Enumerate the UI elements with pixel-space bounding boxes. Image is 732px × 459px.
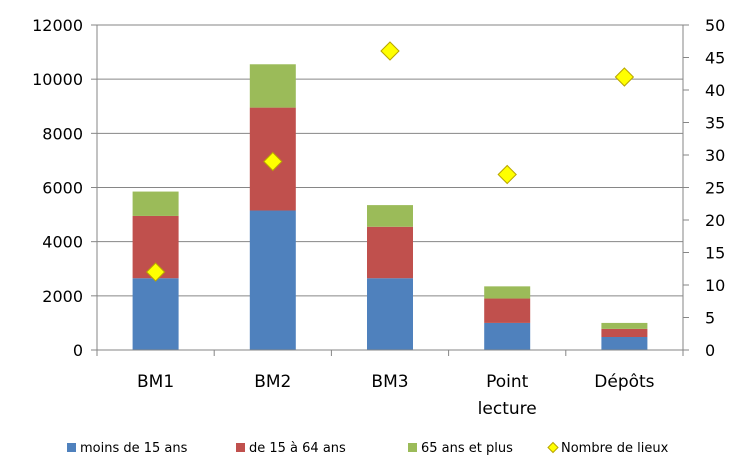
y2-tick-label: 50 [705,16,725,35]
y2-tick-label: 35 [705,114,725,133]
legend-swatch [236,443,245,452]
bar-segment [132,191,179,216]
bar-segment [601,337,648,350]
y2-tick-label: 45 [705,49,725,68]
category-label: Point lecture [478,372,537,419]
lieux-marker [145,262,166,282]
legend-swatch [547,441,559,454]
bar-segment [484,286,531,299]
bar-segment [601,328,648,337]
gridlines [97,24,683,297]
bar-segment [484,298,531,323]
bar-segment [601,322,648,329]
bar-segment [367,278,413,350]
markers [145,41,635,282]
y-tick-label: 4000 [42,233,83,252]
bar-segment [249,210,296,350]
y-tick-label: 2000 [42,287,83,306]
y2-tick-label: 10 [705,276,725,295]
category-label: Dépôts [594,372,654,392]
y2-tick-label: 0 [705,341,715,360]
lieux-marker [497,164,517,185]
legend-label: de 15 à 64 ans [249,441,346,456]
category-labels: BM1 BM2 BM3 Point lecture Dépôts [137,372,655,419]
category-label: BM2 [254,372,291,392]
lieux-marker [263,151,283,172]
y-axis-ticks: 0 2000 4000 6000 8000 10000 12000 [32,16,97,360]
y-tick-label: 0 [73,341,83,360]
y2-tick-label: 20 [705,211,725,230]
category-label: BM1 [137,372,174,392]
legend-label: Nombre de lieux [561,441,669,456]
lieux-marker [614,67,635,87]
bar-segment [484,322,531,350]
legend-swatch [408,443,417,452]
legend-label: moins de 15 ans [80,441,188,456]
category-label: BM3 [371,372,408,392]
bars [132,64,648,350]
y-tick-label: 8000 [42,124,83,143]
y-tick-label: 12000 [32,16,83,35]
y-tick-label: 6000 [42,179,83,198]
y2-tick-label: 15 [705,244,725,263]
y2-axis-ticks: 0 5 10 15 20 25 30 35 40 45 50 [683,16,725,360]
bar-segment [132,278,179,350]
bar-segment [367,205,413,227]
y2-tick-label: 30 [705,146,725,165]
y2-tick-label: 25 [705,179,725,198]
lieux-marker [380,41,400,61]
legend-swatch [67,443,76,452]
legend: moins de 15 ans de 15 à 64 ans 65 ans et p… [67,441,669,456]
y-tick-label: 10000 [32,70,83,89]
legend-label: 65 ans et plus [421,441,513,456]
bar-segment [249,64,296,108]
y2-tick-label: 40 [705,81,725,100]
y2-tick-label: 5 [705,309,715,328]
bar-segment [367,226,413,279]
